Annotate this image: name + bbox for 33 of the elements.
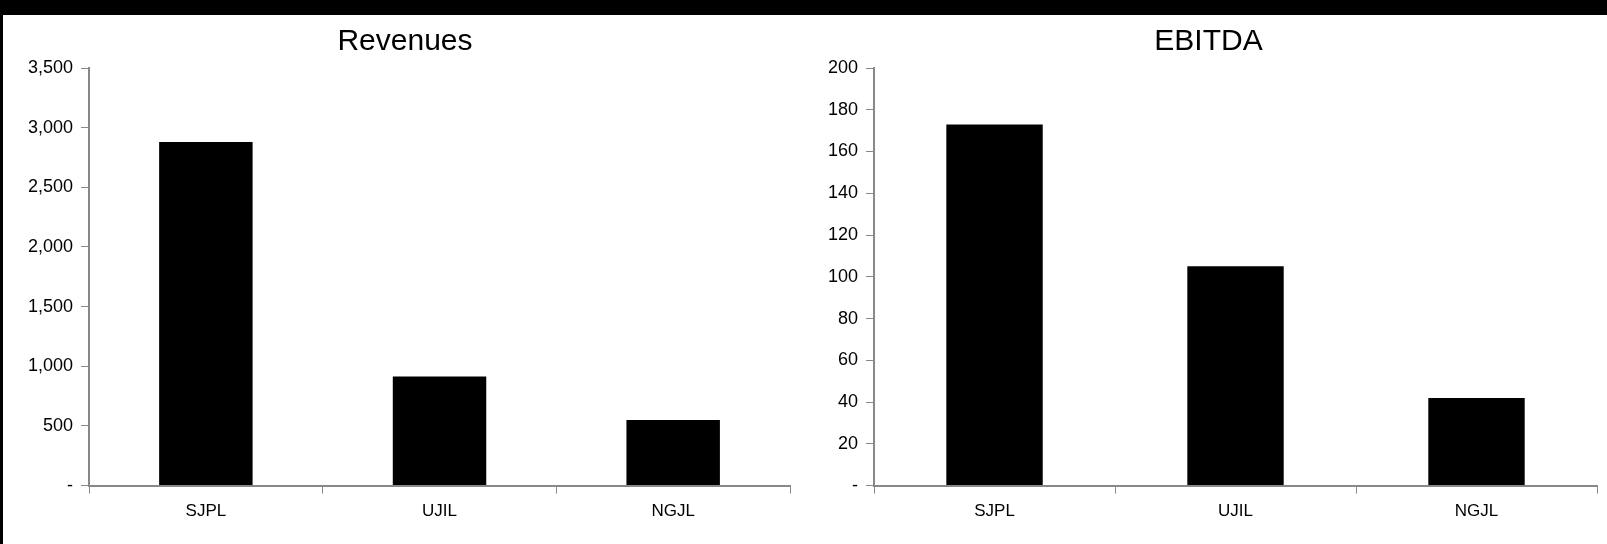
bar — [1187, 266, 1284, 486]
y-tick-label: 120 — [827, 224, 859, 245]
y-tick-label: 2,000 — [28, 235, 74, 256]
y-tick-label: 160 — [827, 140, 859, 161]
chart-title: EBITDA — [1154, 23, 1263, 57]
y-tick-label: 100 — [827, 265, 859, 286]
bar — [159, 141, 253, 486]
x-tick-label: UJIL — [422, 501, 458, 521]
y-tick-label: 80 — [838, 307, 859, 328]
bar — [946, 124, 1043, 486]
bar — [392, 376, 487, 486]
y-tick-label: 140 — [827, 182, 859, 203]
chart-title: Revenues — [337, 23, 473, 57]
y-tick-label: 60 — [838, 349, 859, 370]
y-tick-label: 500 — [43, 414, 74, 435]
y-tick-label: - — [67, 474, 74, 495]
bar — [626, 419, 720, 486]
y-tick-label: - — [852, 474, 859, 495]
y-tick-label: 40 — [838, 391, 859, 412]
y-tick-label: 200 — [827, 56, 859, 77]
y-tick-label: 1,500 — [28, 295, 74, 316]
x-tick-label: NGJL — [1454, 501, 1499, 521]
y-tick-label: 2,500 — [28, 176, 74, 197]
y-tick-label: 1,000 — [28, 355, 74, 376]
y-tick-label: 3,000 — [28, 116, 74, 137]
x-tick-label: SJPL — [185, 501, 227, 521]
x-tick-label: NGJL — [651, 501, 695, 521]
x-tick-label: UJIL — [1218, 501, 1253, 521]
y-tick-label: 3,500 — [28, 56, 74, 77]
y-tick-label: 180 — [827, 98, 859, 119]
bar — [1428, 397, 1525, 486]
y-tick-label: 20 — [838, 432, 859, 453]
x-tick-label: SJPL — [974, 501, 1015, 521]
